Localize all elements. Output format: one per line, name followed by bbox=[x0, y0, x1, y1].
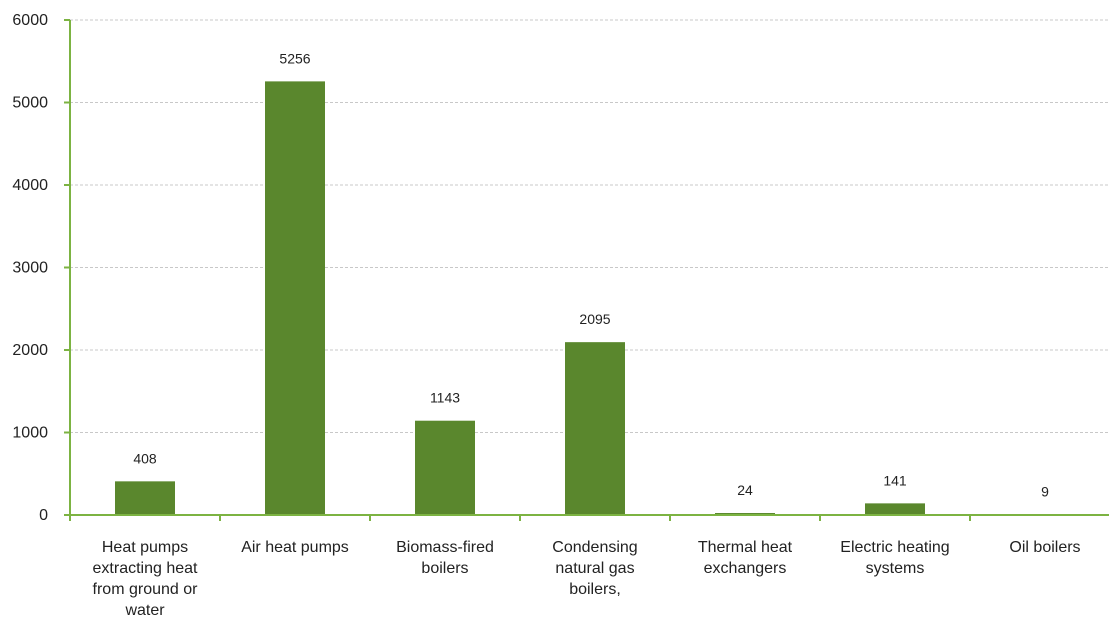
y-tick-label: 3000 bbox=[12, 260, 48, 277]
x-tick-label: Thermal heat exchangers bbox=[697, 539, 793, 577]
data-label: 5256 bbox=[279, 50, 310, 66]
bar bbox=[265, 81, 325, 515]
bar bbox=[415, 420, 475, 515]
y-tick-label: 2000 bbox=[12, 342, 48, 359]
x-tick-label: Condensing natural gas boilers, bbox=[552, 539, 638, 598]
data-label: 408 bbox=[133, 450, 157, 466]
y-tick-label: 4000 bbox=[12, 177, 48, 194]
axes bbox=[64, 19, 1109, 521]
value-labels: 408 5256 1143 2095 24 141 9 bbox=[133, 50, 1049, 499]
bar bbox=[865, 503, 925, 515]
x-tick-label: Heat pumps extracting heat from ground o… bbox=[92, 539, 198, 619]
y-tick-label: 1000 bbox=[12, 425, 48, 442]
y-tick-label: 6000 bbox=[12, 12, 48, 29]
y-tick-label: 5000 bbox=[12, 95, 48, 112]
bar bbox=[565, 342, 625, 515]
x-tick-label: Electric heating systems bbox=[840, 539, 950, 577]
x-tick-label: Air heat pumps bbox=[241, 539, 349, 556]
y-tick-label: 0 bbox=[39, 507, 48, 524]
data-label: 141 bbox=[883, 472, 907, 488]
x-tick-label: Biomass-fired boilers bbox=[396, 539, 494, 577]
data-label: 1143 bbox=[430, 390, 460, 406]
gridlines bbox=[70, 19, 1109, 433]
data-label: 24 bbox=[737, 482, 753, 498]
bar bbox=[115, 481, 175, 515]
bars bbox=[115, 81, 1075, 515]
x-tick-label: Oil boilers bbox=[1009, 539, 1081, 556]
data-label: 2095 bbox=[579, 311, 610, 327]
data-label: 9 bbox=[1041, 483, 1049, 499]
y-axis-tick-labels: 0 1000 2000 3000 4000 5000 6000 bbox=[12, 12, 48, 524]
